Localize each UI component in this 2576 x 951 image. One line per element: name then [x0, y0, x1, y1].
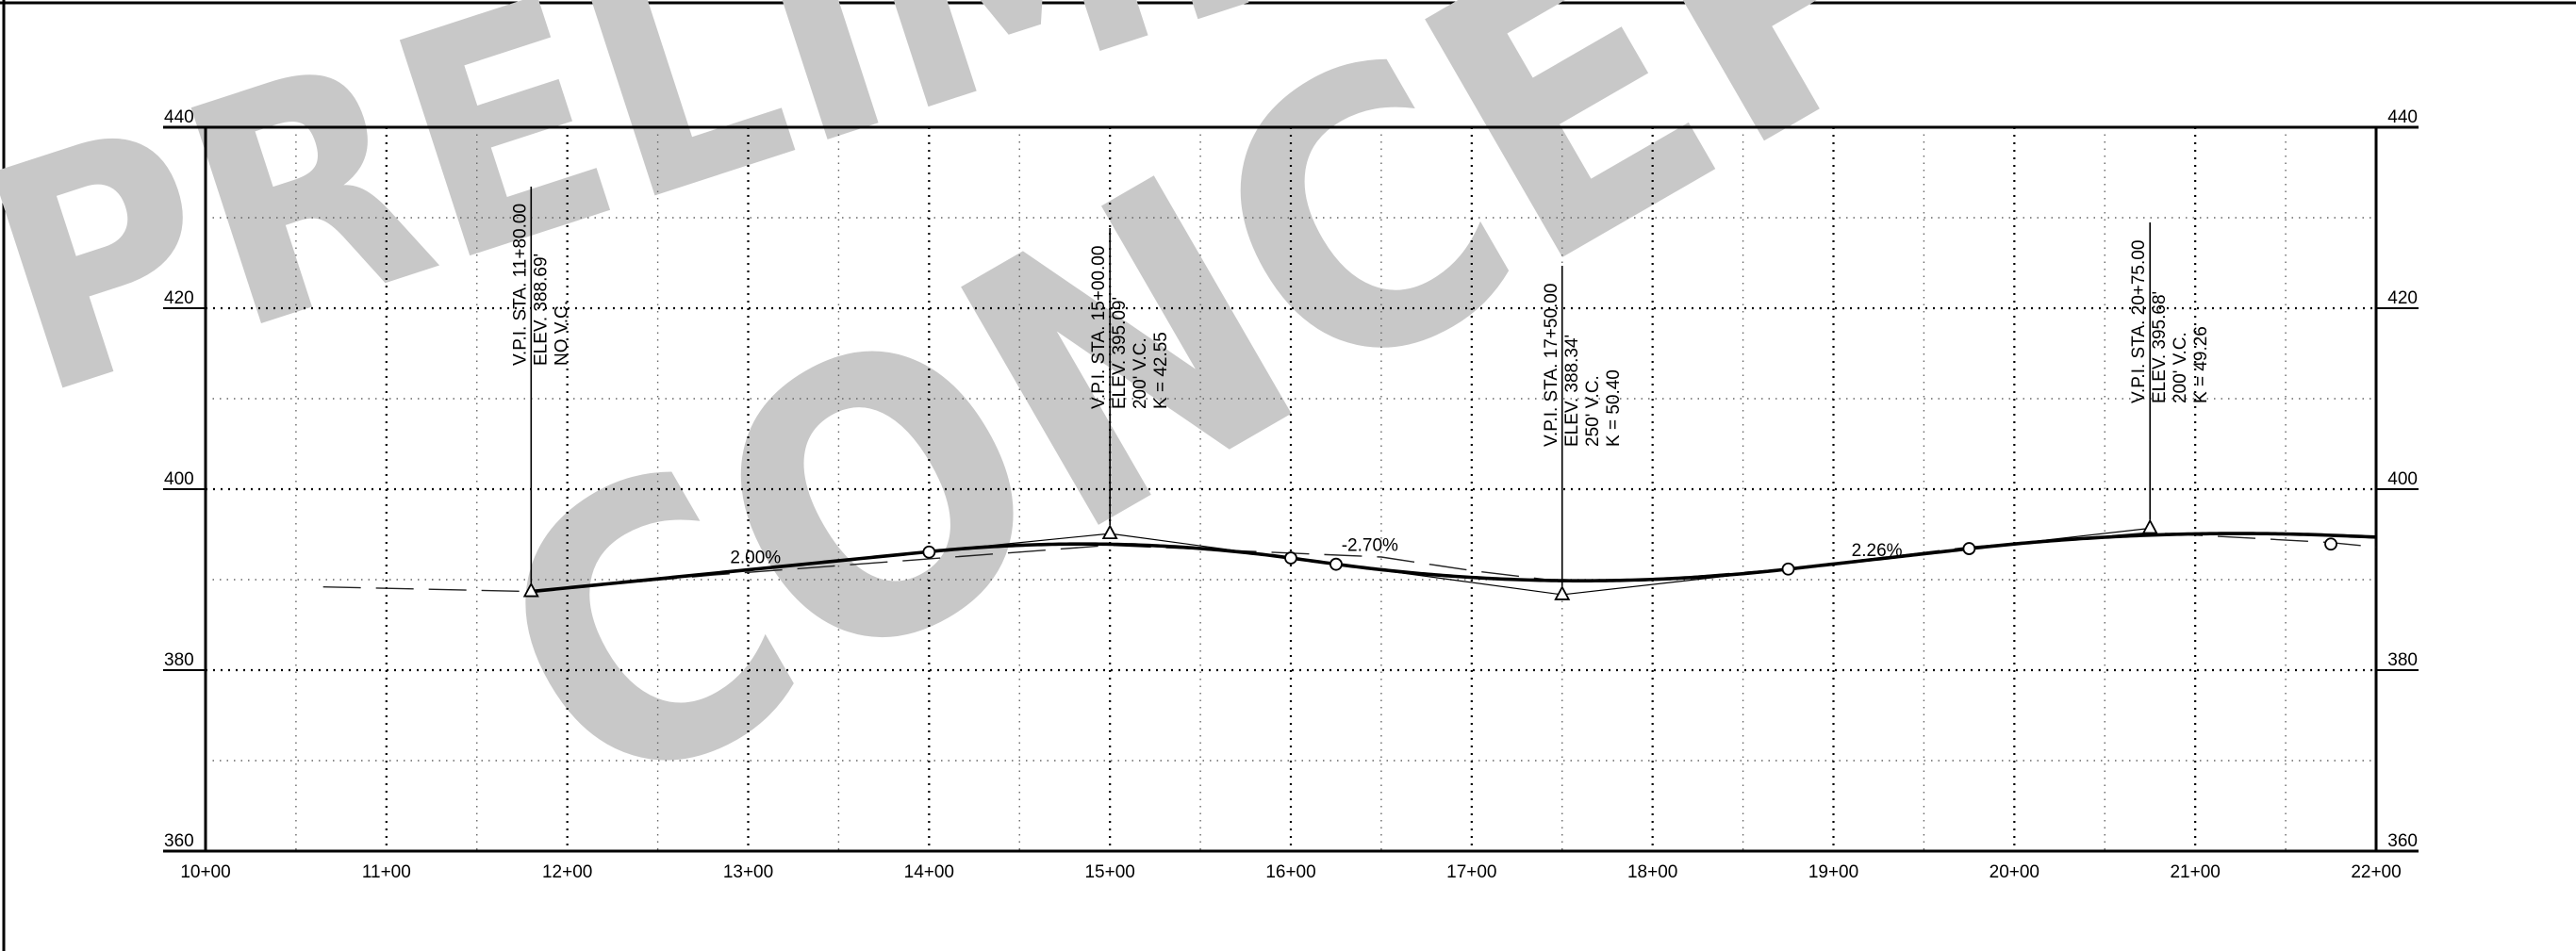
vpi-annotation-line: K = 49.26	[2191, 326, 2211, 403]
y-tick-label-right: 380	[2387, 650, 2418, 670]
profile-point-marker	[1329, 557, 1343, 571]
x-tick-label: 16+00	[1265, 862, 1315, 882]
vpi-annotation-line: K = 50.40	[1604, 369, 1624, 447]
vpi-annotation-line: 200' V.C.	[1131, 337, 1150, 409]
x-tick-label: 10+00	[180, 862, 230, 882]
vpi-annotations: V.P.I. STA. 11+80.00 ELEV. 388.69' NO V.C.…	[510, 187, 2211, 600]
y-tick-label-right: 440	[2387, 107, 2418, 127]
vpi-annotation-line: V.P.I. STA. 15+00.00	[1089, 246, 1109, 409]
x-tick-label: 11+00	[362, 862, 411, 882]
vpi-annotation-line: V.P.I. STA. 20+75.00	[2129, 240, 2149, 403]
grade-labels: 2.00% -2.70% 2.26%	[730, 535, 1902, 567]
x-tick-label: 17+00	[1446, 862, 1496, 882]
watermark: PRELIMINARY CONCEPT	[0, 0, 2202, 888]
x-tick-label: 15+00	[1084, 862, 1134, 882]
x-tick-label: 20+00	[1990, 862, 2039, 882]
x-tick-label: 13+00	[723, 862, 773, 882]
profile-point-marker	[922, 545, 936, 559]
grade-label: -2.70%	[1342, 535, 1398, 555]
tangent-line	[1561, 527, 2151, 596]
vpi-annotation-line: 200' V.C.	[2171, 332, 2190, 403]
vpi-annotation-line: NO V.C.	[552, 301, 571, 366]
vpi-triangle-marker	[522, 582, 539, 598]
x-tick-label: 14+00	[904, 862, 954, 882]
tangent-line	[531, 533, 1111, 593]
x-tick-label: 12+00	[542, 862, 592, 882]
vpi-triangle-marker	[1101, 524, 1118, 540]
y-tick-label-left: 360	[164, 831, 194, 851]
profile-points	[922, 537, 2337, 576]
vpi-annotation-line: V.P.I. STA. 11+80.00	[510, 204, 530, 366]
y-axis-right-ticks: 360 380 400 420 440	[2376, 107, 2419, 852]
vpi-annotation-line: ELEV. 395.68'	[2150, 291, 2170, 403]
profile-point-marker	[2324, 537, 2337, 551]
vpi-annotation-line: ELEV. 388.69'	[531, 254, 551, 366]
x-axis-ticks: 10+00 11+00 12+00 13+00 14+00 15+00 16+00 17+00…	[180, 862, 2401, 882]
x-tick-label: 18+00	[1627, 862, 1677, 882]
vpi-annotation-line: 250' V.C.	[1583, 375, 1603, 447]
y-tick-label-left: 440	[164, 107, 194, 127]
profile-point-marker	[1781, 562, 1795, 576]
y-tick-label-left: 380	[164, 650, 194, 670]
grade-label: 2.26%	[1852, 541, 1903, 561]
vpi-annotation-line: V.P.I. STA. 17+50.00	[1542, 284, 1561, 447]
vpi-annotation-line: ELEV. 388.34'	[1562, 335, 1582, 447]
vpi-annotation-line: ELEV. 395.09'	[1110, 297, 1130, 409]
y-axis-left-ticks: 360 380 400 420 440	[163, 107, 206, 852]
vpi-annotation-line: K = 42.55	[1151, 332, 1171, 409]
profile-point-marker	[1962, 542, 1976, 555]
y-tick-label-left: 420	[164, 288, 194, 308]
grade-label: 2.00%	[730, 549, 781, 568]
x-tick-label: 22+00	[2351, 862, 2401, 882]
profile-point-marker	[1284, 551, 1297, 565]
vpi-triangle-marker	[1554, 585, 1571, 600]
y-tick-label-right: 360	[2387, 831, 2418, 851]
vpi-triangle-marker	[2141, 518, 2158, 534]
x-tick-label: 19+00	[1808, 862, 1858, 882]
y-tick-label-right: 420	[2387, 288, 2418, 308]
y-tick-label-left: 400	[164, 469, 194, 489]
y-tick-label-right: 400	[2387, 469, 2418, 489]
x-tick-label: 21+00	[2170, 862, 2220, 882]
